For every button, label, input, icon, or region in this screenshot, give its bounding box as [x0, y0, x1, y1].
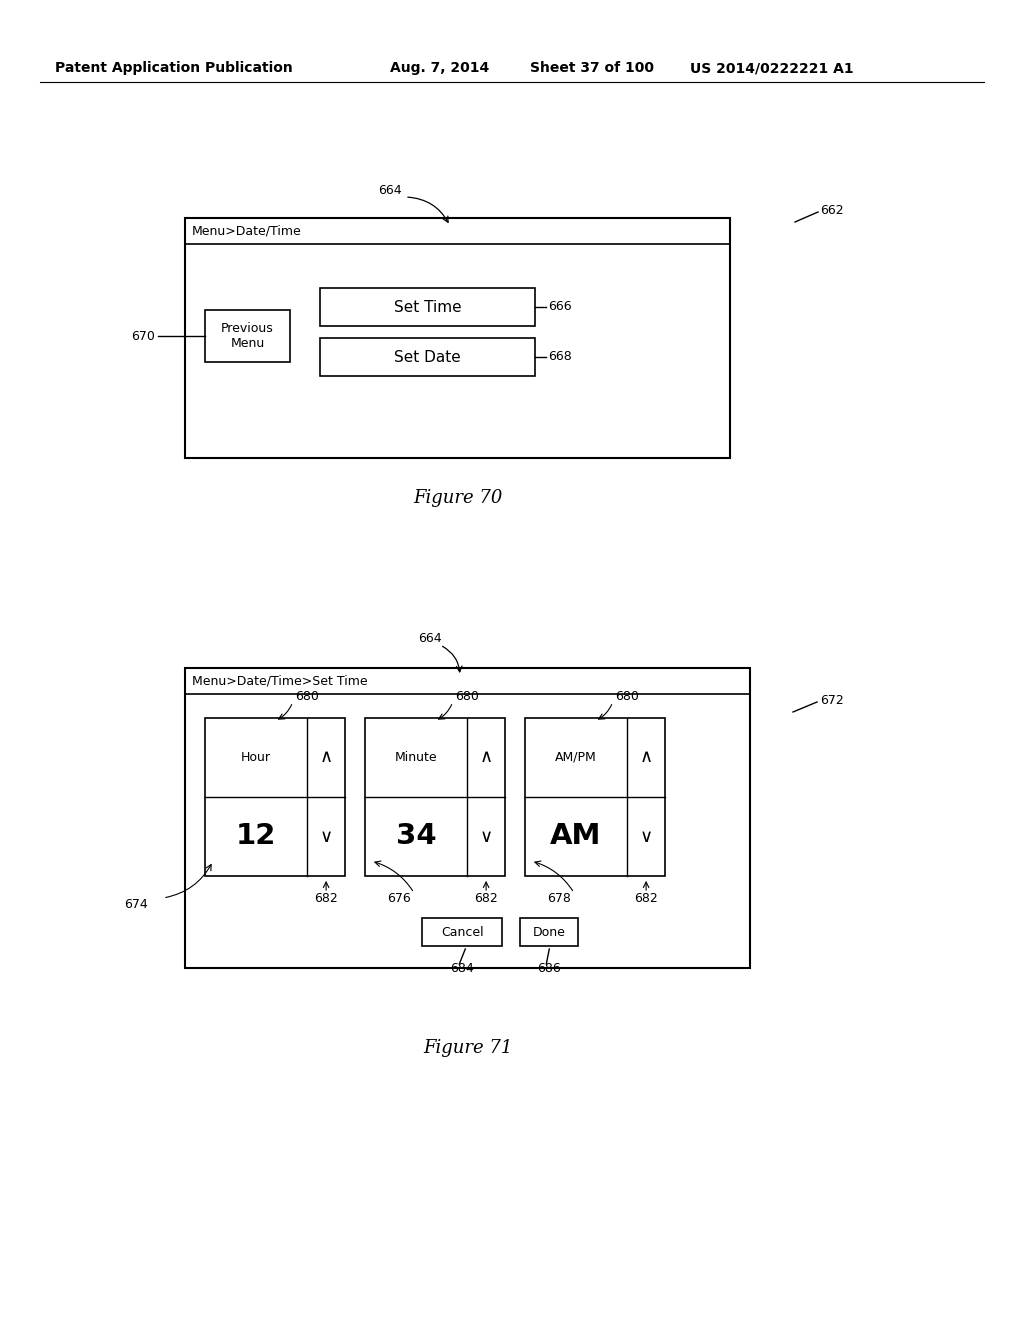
Text: US 2014/0222221 A1: US 2014/0222221 A1 — [690, 61, 854, 75]
Text: Menu>Date/Time>Set Time: Menu>Date/Time>Set Time — [193, 675, 368, 688]
Bar — [525, 718, 665, 876]
Text: 670: 670 — [131, 330, 155, 342]
Text: ∧: ∧ — [319, 748, 333, 767]
Text: 666: 666 — [548, 301, 571, 314]
Bar — [520, 917, 579, 946]
Text: ∧: ∧ — [640, 748, 652, 767]
Text: ∨: ∨ — [319, 828, 333, 846]
Text: 672: 672 — [820, 693, 844, 706]
Text: 668: 668 — [548, 351, 571, 363]
Text: 34: 34 — [396, 822, 436, 850]
Text: 664: 664 — [378, 183, 401, 197]
Bar — [205, 718, 345, 876]
Text: 680: 680 — [295, 689, 318, 702]
Bar — [185, 668, 750, 968]
Bar — [185, 218, 730, 458]
Text: Aug. 7, 2014: Aug. 7, 2014 — [390, 61, 489, 75]
Bar — [319, 338, 535, 376]
Text: Patent Application Publication: Patent Application Publication — [55, 61, 293, 75]
Text: ∨: ∨ — [479, 828, 493, 846]
Text: Set Date: Set Date — [394, 350, 461, 364]
Text: Set Time: Set Time — [393, 300, 462, 314]
Text: ∧: ∧ — [479, 748, 493, 767]
Text: 682: 682 — [634, 891, 658, 904]
Text: 664: 664 — [418, 631, 441, 644]
Text: Done: Done — [532, 925, 565, 939]
Bar — [365, 718, 505, 876]
Text: AM/PM: AM/PM — [555, 751, 597, 764]
Text: 678: 678 — [547, 891, 571, 904]
Text: Menu>Date/Time: Menu>Date/Time — [193, 224, 302, 238]
Text: Previous
Menu: Previous Menu — [221, 322, 273, 350]
Bar — [422, 917, 503, 946]
Text: ∨: ∨ — [640, 828, 652, 846]
Text: 682: 682 — [474, 891, 498, 904]
Bar — [319, 288, 535, 326]
Text: 676: 676 — [387, 891, 411, 904]
Text: Figure 71: Figure 71 — [423, 1039, 512, 1057]
Text: Hour: Hour — [241, 751, 271, 764]
Text: Figure 70: Figure 70 — [413, 488, 502, 507]
Text: AM: AM — [550, 822, 602, 850]
Text: Minute: Minute — [395, 751, 437, 764]
Text: Cancel: Cancel — [441, 925, 483, 939]
Text: 680: 680 — [614, 689, 639, 702]
Text: 674: 674 — [124, 898, 148, 911]
Bar — [205, 310, 290, 362]
Text: 662: 662 — [820, 203, 844, 216]
Text: 12: 12 — [236, 822, 276, 850]
Text: 682: 682 — [314, 891, 338, 904]
Text: Sheet 37 of 100: Sheet 37 of 100 — [530, 61, 654, 75]
Text: 680: 680 — [455, 689, 478, 702]
Text: 684: 684 — [451, 961, 474, 974]
Text: 686: 686 — [538, 961, 561, 974]
